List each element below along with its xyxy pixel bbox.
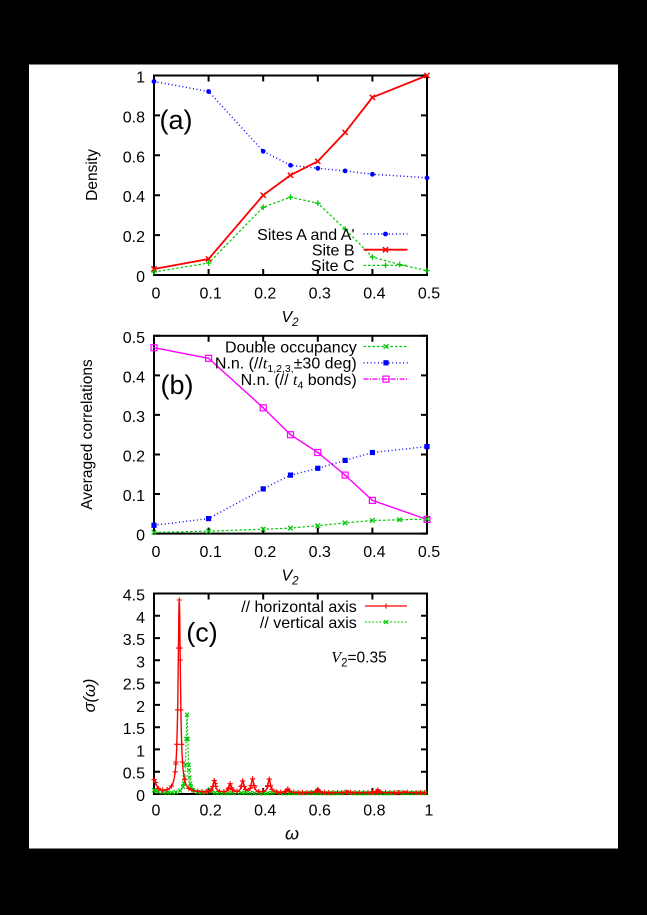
svg-text:0.6: 0.6 xyxy=(309,802,331,819)
svg-text:0.4: 0.4 xyxy=(254,802,276,819)
svg-text:0.4: 0.4 xyxy=(123,369,145,386)
svg-text:0.1: 0.1 xyxy=(123,488,145,505)
svg-text:0.8: 0.8 xyxy=(123,109,145,126)
svg-text:// horizontal axis: // horizontal axis xyxy=(241,599,357,616)
svg-text:0: 0 xyxy=(136,788,145,805)
svg-text:// vertical axis: // vertical axis xyxy=(260,615,357,632)
svg-text:0.5: 0.5 xyxy=(418,285,440,302)
svg-text:0.5: 0.5 xyxy=(123,766,145,783)
svg-text:Site C: Site C xyxy=(311,258,355,275)
svg-text:1: 1 xyxy=(136,70,145,87)
svg-text:Sites A and A': Sites A and A' xyxy=(257,227,354,244)
svg-text:1: 1 xyxy=(136,743,145,760)
svg-text:N.n. (// t4 bonds): N.n. (// t4 bonds) xyxy=(241,372,357,392)
svg-text:0.6: 0.6 xyxy=(123,149,145,166)
svg-text:0: 0 xyxy=(136,269,145,286)
svg-text:(a): (a) xyxy=(160,105,193,135)
svg-text:σ(ω): σ(ω) xyxy=(81,679,99,713)
svg-text:(b): (b) xyxy=(161,370,194,400)
svg-text:0.2: 0.2 xyxy=(254,544,276,561)
svg-text:0: 0 xyxy=(152,544,161,561)
svg-text:Site B: Site B xyxy=(312,243,355,260)
svg-text:0.2: 0.2 xyxy=(123,229,145,246)
svg-text:0.1: 0.1 xyxy=(199,285,221,302)
svg-text:ω: ω xyxy=(285,824,299,844)
svg-text:4: 4 xyxy=(136,610,145,627)
svg-text:4.5: 4.5 xyxy=(123,588,145,605)
svg-text:2: 2 xyxy=(136,699,145,716)
svg-text:0.2: 0.2 xyxy=(254,285,276,302)
svg-text:1.5: 1.5 xyxy=(123,721,145,738)
svg-text:0.4: 0.4 xyxy=(363,285,385,302)
svg-text:0.5: 0.5 xyxy=(123,330,145,347)
svg-text:1: 1 xyxy=(425,802,434,819)
svg-text:0.8: 0.8 xyxy=(363,802,385,819)
svg-text:0: 0 xyxy=(152,285,161,302)
svg-text:0.1: 0.1 xyxy=(199,544,221,561)
svg-text:0.4: 0.4 xyxy=(363,544,385,561)
svg-text:0: 0 xyxy=(136,528,145,545)
svg-text:Density: Density xyxy=(84,149,101,201)
svg-text:0.2: 0.2 xyxy=(123,449,145,466)
svg-text:Averaged correlations: Averaged correlations xyxy=(79,359,96,510)
svg-text:(c): (c) xyxy=(186,618,217,648)
svg-text:N.n. (//t1,2,3,±30 deg): N.n. (//t1,2,3,±30 deg) xyxy=(215,356,357,376)
svg-text:0.2: 0.2 xyxy=(199,802,221,819)
svg-text:0.3: 0.3 xyxy=(123,409,145,426)
svg-text:2.5: 2.5 xyxy=(123,677,145,694)
svg-text:0.3: 0.3 xyxy=(309,544,331,561)
svg-text:3.5: 3.5 xyxy=(123,632,145,649)
svg-text:3: 3 xyxy=(136,654,145,671)
svg-text:0: 0 xyxy=(152,802,161,819)
svg-text:0.3: 0.3 xyxy=(309,285,331,302)
svg-text:Double occupancy: Double occupancy xyxy=(225,339,357,356)
svg-text:0.5: 0.5 xyxy=(418,544,440,561)
svg-text:V2=0.35: V2=0.35 xyxy=(331,650,386,670)
svg-text:0.4: 0.4 xyxy=(123,189,145,206)
